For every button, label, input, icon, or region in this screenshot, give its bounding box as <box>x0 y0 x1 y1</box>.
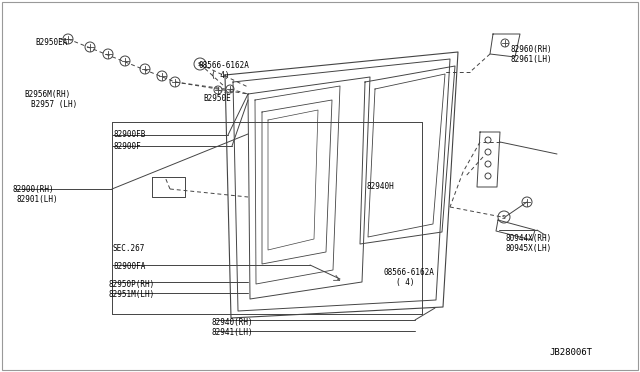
Text: B2957 (LH): B2957 (LH) <box>31 100 77 109</box>
Text: B2950E: B2950E <box>204 94 231 103</box>
Text: 82900F: 82900F <box>114 142 141 151</box>
Text: ( 4): ( 4) <box>396 278 414 287</box>
Text: 82961(LH): 82961(LH) <box>511 55 552 64</box>
Text: 82900(RH): 82900(RH) <box>13 185 54 194</box>
Text: S: S <box>198 61 202 67</box>
Text: 82960(RH): 82960(RH) <box>511 45 552 54</box>
Text: SEC.267: SEC.267 <box>112 244 145 253</box>
Text: 82901(LH): 82901(LH) <box>17 195 58 204</box>
Text: 80944X(RH): 80944X(RH) <box>506 234 552 243</box>
Text: JB28006T: JB28006T <box>549 348 592 357</box>
Text: 82950P(RH): 82950P(RH) <box>109 280 155 289</box>
Text: B2956M(RH): B2956M(RH) <box>24 90 70 99</box>
Text: 82900FB: 82900FB <box>114 130 147 139</box>
Text: 82941(LH): 82941(LH) <box>211 328 253 337</box>
Text: 08566-6162A: 08566-6162A <box>198 61 249 70</box>
Text: 82940H: 82940H <box>366 182 394 191</box>
Text: 82940(RH): 82940(RH) <box>211 318 253 327</box>
Text: B2950EA: B2950EA <box>35 38 68 47</box>
Text: 08566-6162A: 08566-6162A <box>384 268 435 277</box>
Text: 82951M(LH): 82951M(LH) <box>109 290 155 299</box>
Text: S: S <box>502 215 506 219</box>
Text: ( 4): ( 4) <box>211 71 230 80</box>
Text: 82900FA: 82900FA <box>114 262 147 271</box>
Text: 80945X(LH): 80945X(LH) <box>506 244 552 253</box>
